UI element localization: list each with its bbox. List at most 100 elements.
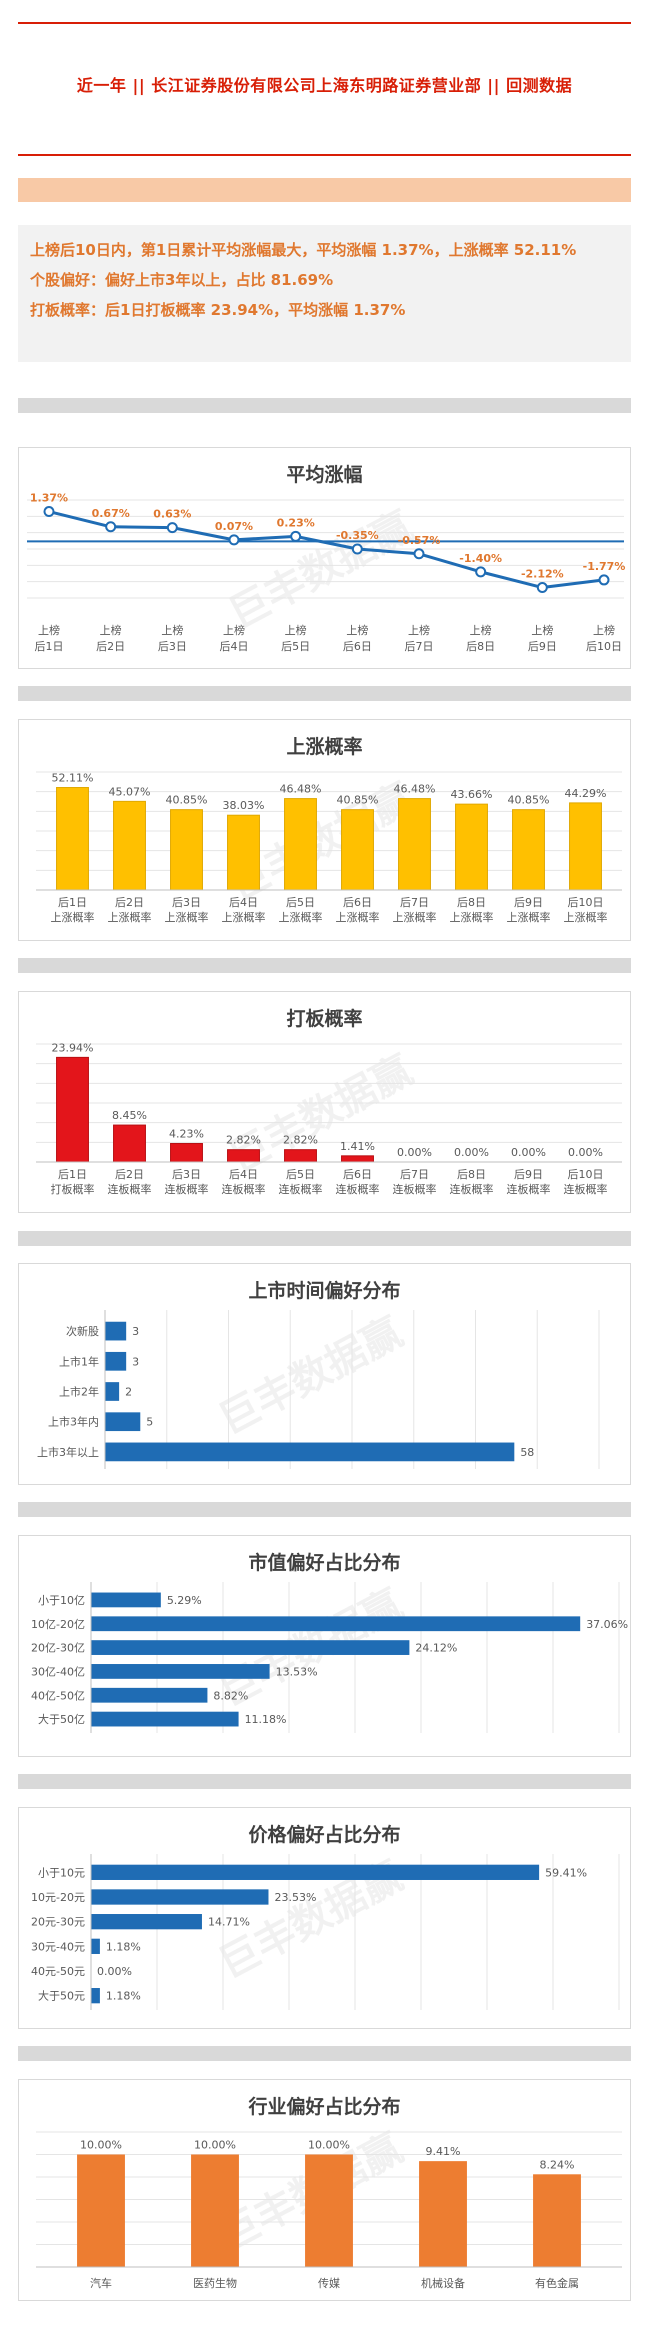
bar [91, 1938, 100, 1954]
data-point [351, 543, 363, 555]
chart-industry: 10.00% 汽车 10.00% 医药生物 10.00% 传媒 9.41% 机械设备 8.24%… [36, 2131, 622, 2290]
summary-box: 上榜后10日内，第1日累计平均涨幅最大，平均涨幅 1.37%，上涨概率 52.1… [18, 225, 631, 362]
tick-label: 40元-50元 [31, 1965, 85, 1978]
chart-title: 打板概率 [286, 1008, 363, 1030]
tick-label: 后10日 [568, 896, 604, 909]
data-point [536, 582, 548, 594]
data-label: 8.45% [112, 1109, 147, 1122]
bar [91, 1914, 202, 1930]
data-point [475, 566, 487, 578]
tick-label: 上榜 [100, 623, 122, 637]
data-point [105, 521, 117, 533]
data-label: 11.18% [245, 1713, 287, 1726]
data-label: 40.85% [508, 794, 550, 807]
data-label: 0.63% [153, 508, 191, 521]
tick-label: 后7日 [400, 896, 429, 909]
decorative-band [18, 178, 631, 202]
chart-card-listing-time: 上市时间偏好分布 巨丰数据赢 次新股 3 上市1年 3 上市2年 2 上市3年内 5 上市3年以… [18, 1263, 631, 1485]
tick-label: 30亿-40亿 [31, 1665, 85, 1678]
tick-label: 后7日 [405, 640, 434, 653]
tick-label: 后8日 [466, 640, 495, 653]
tick-label: 机械设备 [421, 2276, 465, 2290]
data-label: 43.66% [451, 788, 493, 801]
tick-label: 上涨概率 [165, 910, 209, 924]
bar [512, 809, 545, 891]
data-label: 23.94% [52, 1041, 94, 1054]
bar [105, 1321, 127, 1341]
tick-label: 小于10元 [38, 1866, 85, 1879]
tick-label: 后5日 [286, 1168, 315, 1181]
data-label: 10.00% [308, 2139, 350, 2152]
data-label: 1.18% [106, 1940, 141, 1953]
tick-label: 后8日 [457, 896, 486, 909]
summary-line-rise: 上榜后10日内，第1日累计平均涨幅最大，平均涨幅 1.37%，上涨概率 52.1… [30, 241, 577, 259]
data-label: 0.67% [92, 507, 130, 520]
tick-label: 后5日 [281, 640, 310, 653]
data-point [413, 548, 425, 560]
data-point [228, 534, 240, 546]
bar [56, 1056, 89, 1163]
tick-label: 上市2年 [59, 1385, 99, 1399]
bar [91, 1889, 269, 1905]
chart-title: 上涨概率 [286, 736, 363, 758]
tick-label: 传媒 [318, 2277, 340, 2290]
tick-label: 连板概率 [165, 1182, 209, 1196]
data-label: 0.00% [568, 1146, 603, 1159]
data-label: 58 [520, 1446, 534, 1459]
tick-label: 后10日 [568, 1168, 604, 1181]
tick-label: 上榜 [593, 623, 615, 637]
tick-label: 后1日 [58, 896, 87, 909]
chart-price: 小于10元 59.41% 10元-20元 23.53% 20元-30元 14.71% 30元… [31, 1854, 620, 2010]
data-label: 46.48% [394, 783, 436, 796]
tick-label: 上市3年内 [48, 1415, 99, 1429]
data-label: 5.29% [167, 1594, 202, 1607]
tick-label: 后9日 [514, 896, 543, 909]
data-label: 2.82% [226, 1134, 261, 1147]
page-title: 近一年 || 长江证券股份有限公司上海东明路证券营业部 || 回测数据 [76, 76, 573, 95]
tick-label: 上涨概率 [108, 910, 152, 924]
separator [18, 1231, 631, 1246]
bar [105, 1412, 141, 1432]
bar [105, 1442, 515, 1462]
data-label: 24.12% [415, 1642, 457, 1655]
bar [91, 1687, 208, 1703]
chart-card-industry: 行业偏好占比分布 巨丰数据赢 10.00%汽车10.00%医药生物10.00%传… [18, 2079, 631, 2301]
data-label: 10.00% [194, 2139, 236, 2152]
data-label: 4.23% [169, 1128, 204, 1141]
bar [91, 1864, 540, 1880]
bar [341, 1155, 374, 1163]
separator [18, 958, 631, 973]
chart-title: 平均涨幅 [286, 464, 363, 486]
tick-label: 打板概率 [51, 1182, 95, 1196]
tick-label: 10元-20元 [31, 1891, 85, 1904]
tick-label: 小于10亿 [38, 1594, 85, 1607]
tick-label: 后1日 [35, 640, 64, 653]
tick-label: 后6日 [343, 1168, 372, 1181]
tick-label: 后3日 [172, 896, 201, 909]
bar [284, 798, 317, 891]
tick-label: 上榜 [161, 623, 183, 637]
separator [18, 2046, 631, 2061]
data-label: 0.00% [511, 1146, 546, 1159]
data-label: 5 [146, 1416, 153, 1429]
chart-listing-time: 次新股 3 上市1年 3 上市2年 2 上市3年内 5 上市3年以上 58 [37, 1310, 600, 1469]
data-label: 1.37% [30, 492, 68, 505]
bar [227, 1149, 260, 1163]
data-label: 0.00% [97, 1965, 132, 1978]
bar [341, 809, 374, 891]
bar [91, 1592, 161, 1608]
data-label: 9.41% [426, 2145, 461, 2158]
data-point [166, 522, 178, 534]
data-point [290, 530, 302, 542]
tick-label: 20亿-30亿 [31, 1642, 85, 1655]
tick-label: 上榜 [470, 623, 492, 637]
tick-label: 大于50元 [38, 1989, 85, 2003]
data-label: 0.23% [277, 516, 315, 529]
tick-label: 后3日 [172, 1168, 201, 1181]
data-label: 52.11% [52, 772, 94, 785]
data-label: 1.41% [340, 1140, 375, 1153]
data-label: 2 [125, 1386, 132, 1399]
